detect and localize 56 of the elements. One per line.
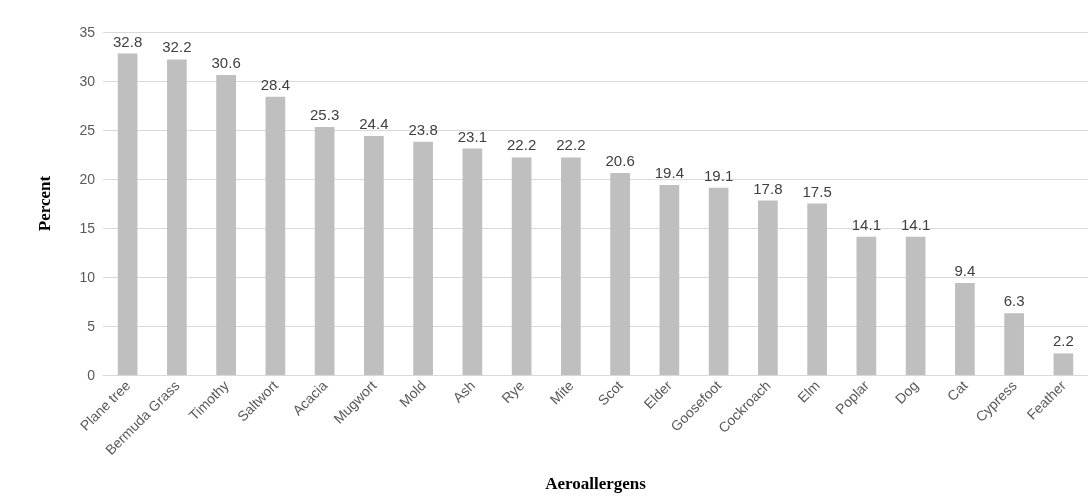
bar [955, 282, 975, 375]
data-label: 28.4 [260, 75, 290, 93]
bar [561, 157, 581, 375]
bar [462, 148, 483, 375]
bar [167, 59, 187, 375]
x-tick-label: Mite [546, 377, 577, 408]
data-label: 32.8 [113, 32, 143, 50]
x-tick-label: Dog [891, 377, 922, 407]
bar [314, 127, 335, 375]
data-label: 14.1 [851, 215, 881, 233]
y-tick-label: 20 [79, 171, 96, 187]
y-tick-label: 25 [79, 122, 96, 138]
bar [364, 135, 384, 375]
data-label: 20.6 [605, 152, 635, 170]
y-tick-label: 35 [79, 24, 96, 40]
data-label: 30.6 [211, 54, 241, 72]
data-label: 22.2 [507, 136, 537, 154]
bar [413, 141, 433, 375]
data-label: 23.1 [457, 127, 487, 145]
bar [856, 236, 877, 375]
data-label: 2.2 [1052, 332, 1074, 350]
y-tick-label: 15 [79, 220, 96, 236]
data-label: 17.5 [802, 182, 832, 200]
bar [758, 200, 778, 375]
y-tick-label: 30 [79, 73, 96, 89]
data-label: 6.3 [1003, 292, 1025, 310]
data-label: 14.1 [901, 215, 931, 233]
data-label: 22.2 [556, 136, 586, 154]
bar [117, 53, 138, 375]
y-tick-label: 10 [79, 269, 96, 285]
bar [216, 75, 236, 375]
x-tick-label: Ash [449, 377, 479, 406]
bar [659, 184, 680, 375]
data-label: 23.8 [408, 120, 438, 138]
bar [610, 173, 630, 375]
data-label: 9.4 [954, 261, 976, 279]
data-label: 24.4 [359, 114, 389, 132]
data-label: 17.8 [753, 179, 783, 197]
bar [905, 236, 926, 375]
data-label: 32.2 [162, 38, 192, 56]
bar [1004, 313, 1024, 375]
bar [265, 96, 286, 375]
data-label: 25.3 [310, 106, 340, 124]
x-axis-title: Aeroallergens [545, 474, 647, 493]
y-tick-label: 0 [87, 367, 96, 383]
data-label: 19.1 [704, 166, 734, 184]
bar [807, 203, 827, 375]
data-label: 19.4 [654, 163, 684, 181]
x-tick-label: Rye [498, 377, 528, 407]
x-tick-label: Elm [794, 377, 823, 406]
y-tick-label: 5 [87, 318, 96, 334]
x-tick-label: Cat [943, 377, 971, 405]
bar [1053, 353, 1074, 375]
bar [708, 187, 729, 375]
y-axis-title: Percent [35, 175, 54, 232]
bar [511, 157, 532, 375]
